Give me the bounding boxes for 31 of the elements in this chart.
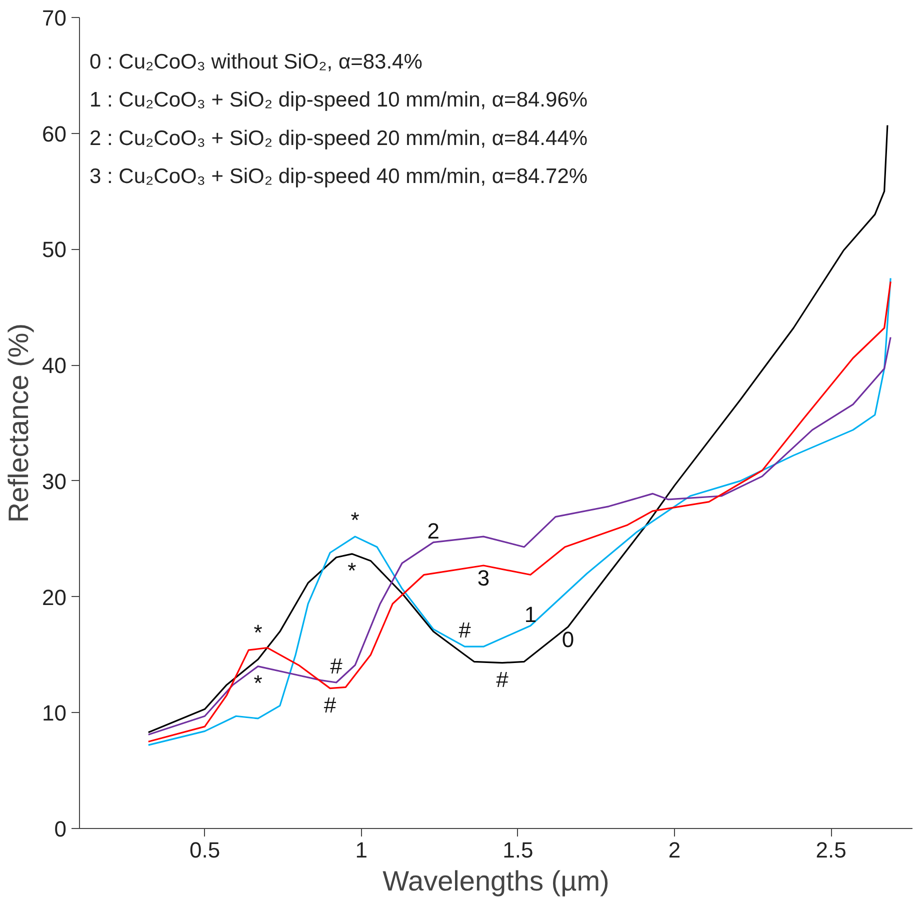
y-tick-label: 30 bbox=[42, 468, 67, 494]
x-tick-label: 0.5 bbox=[189, 838, 220, 862]
x-axis-title: Wavelengths (µm) bbox=[382, 866, 610, 896]
annotation: 1 bbox=[524, 602, 537, 627]
annotation: 2 : Cu₂CoO₃ + SiO₂ dip-speed 20 mm/min, α=84.44% bbox=[89, 126, 588, 150]
x-tick-label: 1 bbox=[355, 838, 368, 862]
y-tick-label: 40 bbox=[42, 353, 67, 378]
annotation: # bbox=[324, 692, 337, 718]
x-tick-label: 2 bbox=[668, 838, 681, 862]
x-tick-label: 2.5 bbox=[816, 838, 846, 862]
annotation: * bbox=[254, 620, 263, 645]
annotation: # bbox=[330, 654, 344, 679]
annotation: * bbox=[348, 558, 357, 583]
annotation: 0 : Cu₂CoO₃ without SiO₂, α=83.4% bbox=[89, 50, 422, 74]
annotation: * bbox=[254, 670, 263, 696]
annotation: # bbox=[496, 666, 510, 692]
y-tick-label: 60 bbox=[42, 121, 67, 146]
x-tick-label: 1.5 bbox=[502, 838, 534, 862]
y-tick-label: 70 bbox=[42, 6, 67, 30]
y-tick-label: 50 bbox=[42, 237, 67, 262]
annotation: * bbox=[350, 508, 360, 533]
annotation: 3 : Cu₂CoO₃ + SiO₂ dip-speed 40 mm/min, α=84.72% bbox=[89, 164, 588, 188]
y-axis-title: Reflectance (%) bbox=[3, 323, 34, 523]
annotation: # bbox=[458, 618, 472, 643]
annotation: 0 bbox=[562, 626, 574, 652]
y-tick-label: 10 bbox=[42, 700, 67, 726]
annotation: 1 : Cu₂CoO₃ + SiO₂ dip-speed 10 mm/min, α=84.96% bbox=[89, 88, 588, 112]
annotation: 2 bbox=[427, 518, 440, 544]
y-tick-label: 20 bbox=[42, 584, 67, 610]
y-tick-label: 0 bbox=[54, 816, 67, 842]
annotation: 3 bbox=[477, 566, 490, 591]
